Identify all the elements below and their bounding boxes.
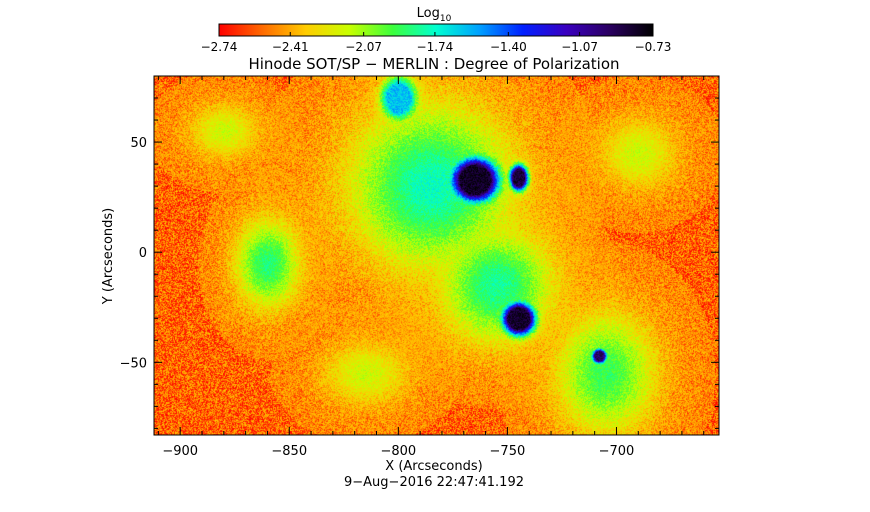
colorbar-bar — [218, 23, 654, 37]
colorbar-tick-label: −1.40 — [490, 40, 527, 54]
x-axis: −900 −850 −800 −750 −700 — [157, 76, 705, 459]
x-tick-label: −750 — [490, 444, 526, 459]
colorbar-label: Log10 — [417, 6, 452, 24]
colorbar-tick-label: −2.74 — [201, 40, 238, 54]
x-tick-label: −700 — [599, 444, 635, 459]
colorbar: Log10 −2.74 −2.41 −2.07 −1.74 −1.40 −1.07 −0.7… — [201, 6, 672, 54]
plot-frame — [153, 75, 720, 436]
chart-title: Hinode SOT/SP − MERLIN : Degree of Polar… — [248, 55, 619, 73]
colorbar-tick-label: −2.41 — [272, 40, 309, 54]
timestamp: 9−Aug−2016 22:47:41.192 — [344, 475, 524, 490]
x-axis-label: X (Arcseconds) — [385, 459, 482, 474]
x-tick-label: −900 — [162, 444, 198, 459]
colorbar-tick-label: −1.74 — [417, 40, 454, 54]
y-tick-label: 50 — [130, 136, 147, 151]
y-axis-label: Y (Arcseconds) — [101, 208, 116, 305]
heatmap-image — [154, 76, 719, 435]
x-tick-label: −800 — [380, 444, 416, 459]
colorbar-tick-label: −1.07 — [561, 40, 598, 54]
plot-area: −900 −850 −800 −750 −700 50 0 −50 — [120, 75, 720, 459]
y-tick-label: −50 — [120, 356, 147, 371]
colorbar-tick-label: −2.07 — [345, 40, 382, 54]
y-axis: 50 0 −50 — [120, 75, 719, 429]
x-tick-label: −850 — [271, 444, 307, 459]
colorbar-ticks: −2.74 −2.41 −2.07 −1.74 −1.40 −1.07 −0.73 — [201, 32, 672, 54]
colorbar-tick-label: −0.73 — [635, 40, 672, 54]
y-tick-label: 0 — [139, 246, 147, 261]
